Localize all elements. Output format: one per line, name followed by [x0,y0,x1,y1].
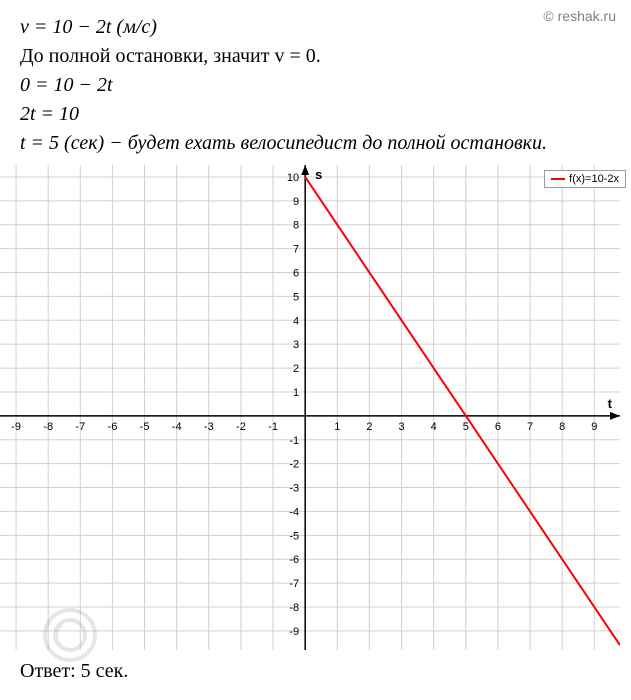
solution-line-3: 0 = 10 − 2t [20,74,611,97]
legend-text: f(x)=10-2x [569,173,619,185]
svg-text:-7: -7 [75,421,85,433]
legend-swatch [551,178,565,180]
chart-legend: f(x)=10-2x [544,170,626,188]
line-chart: -9 -8 -7 -6 -5 -4 -3 -2 -1 1 2 3 4 5 6 7 8 9 -9 -8 -7 -6 -5 -4 -… [0,165,620,650]
svg-text:-6: -6 [108,421,118,433]
svg-text:-7: -7 [289,578,299,590]
svg-text:-3: -3 [289,483,299,495]
solution-block: v = 10 − 2t (м/с) До полной остановки, з… [0,0,631,155]
solution-line-4: 2t = 10 [20,103,611,126]
svg-text:-4: -4 [289,506,299,518]
svg-text:-2: -2 [236,421,246,433]
svg-text:-5: -5 [140,421,150,433]
svg-text:-8: -8 [43,421,53,433]
svg-text:-4: -4 [172,421,182,433]
svg-text:6: 6 [293,268,299,280]
watermark-symbol [40,605,100,670]
svg-text:s: s [315,167,322,182]
svg-text:-6: -6 [289,554,299,566]
svg-text:1: 1 [334,421,340,433]
svg-text:3: 3 [293,339,299,351]
svg-text:t: t [608,396,613,411]
svg-text:2: 2 [366,421,372,433]
svg-text:5: 5 [293,291,299,303]
svg-text:-1: -1 [289,435,299,447]
svg-text:6: 6 [495,421,501,433]
svg-text:2: 2 [293,363,299,375]
svg-text:9: 9 [591,421,597,433]
svg-text:4: 4 [431,421,437,433]
svg-text:5: 5 [463,421,469,433]
svg-text:1: 1 [293,387,299,399]
svg-text:3: 3 [398,421,404,433]
svg-text:-9: -9 [11,421,21,433]
svg-text:8: 8 [293,220,299,232]
svg-text:-9: -9 [289,626,299,638]
svg-text:-2: -2 [289,459,299,471]
solution-line-5: t = 5 (сек) − будет ехать велосипедист д… [20,132,611,155]
svg-text:-3: -3 [204,421,214,433]
chart-container: -9 -8 -7 -6 -5 -4 -3 -2 -1 1 2 3 4 5 6 7 8 9 -9 -8 -7 -6 -5 -4 -… [0,165,631,655]
watermark-top: © reshak.ru [543,8,616,24]
solution-line-2: До полной остановки, значит v = 0. [20,45,611,68]
svg-text:-1: -1 [268,421,278,433]
svg-text:-5: -5 [289,530,299,542]
svg-text:10: 10 [287,172,299,184]
svg-text:7: 7 [293,244,299,256]
svg-text:8: 8 [559,421,565,433]
svg-text:4: 4 [293,315,299,327]
svg-text:9: 9 [293,196,299,208]
solution-line-1: v = 10 − 2t (м/с) [20,16,611,39]
svg-text:-8: -8 [289,602,299,614]
svg-text:7: 7 [527,421,533,433]
